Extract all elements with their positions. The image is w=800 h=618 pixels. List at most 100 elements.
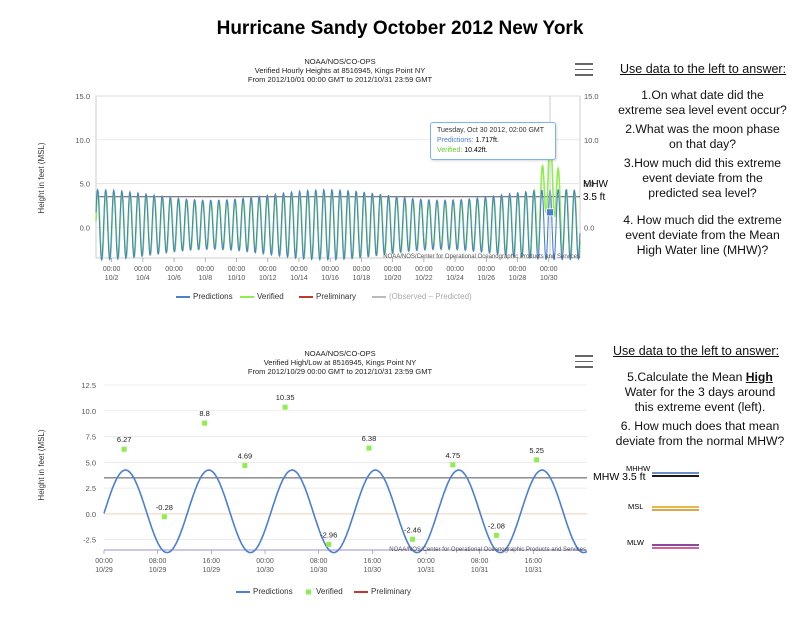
chart1-x-tick-time: 00:00 [134, 266, 152, 273]
chart1-x-tick-time: 00:00 [415, 266, 433, 273]
chart1-header: NOAA/NOS/CO-OPS Verified Hourly Heights … [140, 57, 540, 84]
chart2-x-tick-date: 10/31 [471, 567, 489, 574]
chart1-y-tick: 5.0 [80, 180, 90, 189]
chart2-verified-point [121, 446, 127, 452]
chart1-x-tick-date: 10/28 [509, 275, 527, 282]
legend-preliminary[interactable]: Preliminary [371, 587, 412, 596]
chart1-x-tick-time: 00:00 [384, 266, 402, 273]
chart2-verified-point [534, 457, 540, 463]
datum-legend-mhhw-label: MHHW [626, 464, 651, 473]
chart2-verified-point [326, 541, 332, 547]
chart2-data-label: -2.96 [320, 530, 337, 539]
chart2-x-tick-date: 10/29 [95, 567, 113, 574]
datum-line-mhhw [652, 475, 699, 477]
chart2-verified-point [242, 463, 248, 469]
chart1-x-tick-date: 10/2 [105, 275, 119, 282]
chart1-y-tick: 15.0 [75, 92, 90, 101]
q-line: event deviate from the Mean [625, 228, 780, 242]
datum-legend-mlw-label: MLW [627, 538, 644, 547]
chart2-header-line: From 2012/10/29 00:00 GMT to 2012/10/31 … [247, 367, 433, 376]
q-line: event deviate from the [642, 171, 763, 185]
datum-line-msl [652, 509, 699, 511]
question-6: 6. How much does that mean deviate from … [600, 419, 800, 449]
q-line: High Water line (MHW)? [636, 243, 769, 257]
q-line: 4. How much did the extreme [623, 213, 782, 227]
chart2-verified-point [493, 532, 499, 538]
chart1-x-tick-time: 00:00 [509, 266, 527, 273]
question-1: 1.On what date did the extreme sea level… [605, 88, 800, 118]
legend-observed-minus-predicted[interactable]: (Observed – Predicted) [389, 292, 472, 301]
chart1-x-tick-time: 00:00 [165, 266, 183, 273]
chart2-data-label: 8.8 [199, 409, 209, 418]
datum-line-msl [652, 506, 699, 508]
page-title: Hurricane Sandy October 2012 New York [216, 18, 584, 39]
chart1-y-tick-right: 15.0 [584, 92, 599, 101]
chart1-prediction-marker [546, 208, 554, 217]
chart1-legend-marks [176, 296, 386, 298]
chart2-data-label: -0.28 [156, 503, 173, 512]
legend-verified[interactable]: Verified [257, 292, 284, 301]
chart2-x-tick-time: 08:00 [310, 558, 328, 565]
chart1-predictions-series [95, 188, 581, 262]
chart2-y-tick: 12.5 [81, 381, 96, 390]
legend-preliminary[interactable]: Preliminary [316, 292, 357, 301]
chart2-y-tick: 2.5 [86, 484, 96, 493]
legend-predictions[interactable]: Predictions [253, 587, 293, 596]
tooltip-date: Tuesday, Oct 30 2012, 02:00 GMT [437, 127, 544, 134]
q-line: predicted sea level? [648, 186, 757, 200]
chart2-x-tick-time: 16:00 [203, 558, 221, 565]
chart1-x-tick-time: 00:00 [321, 266, 339, 273]
chart1-x-tick-time: 00:00 [540, 266, 558, 273]
chart2-x-tick-date: 10/29 [203, 567, 221, 574]
q-line: 3.How much did this extreme [623, 156, 782, 170]
chart1-mhw-label: MHW 3.5 ft [583, 178, 608, 204]
chart1-x-tick-time: 00:00 [478, 266, 496, 273]
tooltip-pred-label: Predictions: [437, 137, 474, 144]
chart1-y-tick-right: 5.0 [584, 180, 594, 189]
datum-line-mhhw [652, 472, 699, 474]
chart1-x-tick-date: 10/16 [321, 275, 339, 282]
tooltip-ver-value: 10.42ft. [464, 147, 488, 154]
tooltip-ver-label: Verified: [437, 147, 463, 154]
q-line: 2.What was the moon phase [625, 122, 780, 136]
chart2-x-tick-date: 10/30 [364, 567, 382, 574]
chart2-credit: NOAA/NOS/Center for Operational Oceanogr… [389, 547, 586, 553]
chart2-y-tick: 7.5 [86, 433, 96, 442]
chart1-x-tick-time: 00:00 [197, 266, 215, 273]
chart1-x-tick-date: 10/8 [198, 275, 212, 282]
chart2-predictions-series [103, 469, 588, 554]
questions1-heading: Use data to the left to answer: [620, 62, 787, 76]
chart1-x-tick-date: 10/24 [446, 275, 464, 282]
chart1-tooltip: Tuesday, Oct 30 2012, 02:00 GMT Predicti… [430, 122, 556, 160]
legend-predictions[interactable]: Predictions [193, 292, 233, 301]
chart1-x-tick-date: 10/18 [353, 275, 371, 282]
chart1-x-tick-date: 10/26 [478, 275, 496, 282]
chart2-x-tick-time: 00:00 [256, 558, 274, 565]
chart1-header-line: From 2012/10/01 00:00 GMT to 2012/10/31 … [247, 75, 433, 84]
chart2-menu-icon[interactable] [575, 355, 593, 368]
chart2-data-label: 6.38 [362, 434, 377, 443]
chart1-y-tick-right: 0.0 [584, 223, 594, 232]
tooltip-pred-value: 1.717ft. [475, 137, 499, 144]
mhw-label-line: MHW [583, 179, 608, 190]
chart1-x-tick-time: 00:00 [290, 266, 308, 273]
chart1-ylabel: Height in feet (MSL) [37, 142, 46, 213]
chart1-x-tick-date: 10/22 [415, 275, 433, 282]
chart1-x-tick-date: 10/30 [540, 275, 558, 282]
chart1-header-line: NOAA/NOS/CO-OPS [304, 57, 376, 66]
chart2-data-label: 10.35 [276, 393, 295, 402]
chart2-data-label: 6.27 [117, 435, 132, 444]
chart2-header-line: Verified High/Low at 8516945, Kings Poin… [263, 358, 417, 367]
question-4: 4. How much did the extreme event deviat… [605, 213, 800, 258]
chart2-data-label: 4.69 [238, 452, 253, 461]
chart2-header: NOAA/NOS/CO-OPS Verified High/Low at 851… [140, 349, 540, 376]
chart2-y-tick: 5.0 [86, 458, 96, 467]
chart1-x-tick-date: 10/10 [228, 275, 246, 282]
chart1-y-tick: 0.0 [80, 223, 90, 232]
chart1-menu-icon[interactable] [575, 63, 593, 76]
question-3: 3.How much did this extreme event deviat… [605, 156, 800, 201]
chart2-verified-point [450, 462, 456, 468]
legend-verified[interactable]: Verified [316, 587, 343, 596]
q-line: deviate from the normal MHW? [615, 434, 785, 448]
q-line: 1.On what date did the [641, 88, 764, 102]
